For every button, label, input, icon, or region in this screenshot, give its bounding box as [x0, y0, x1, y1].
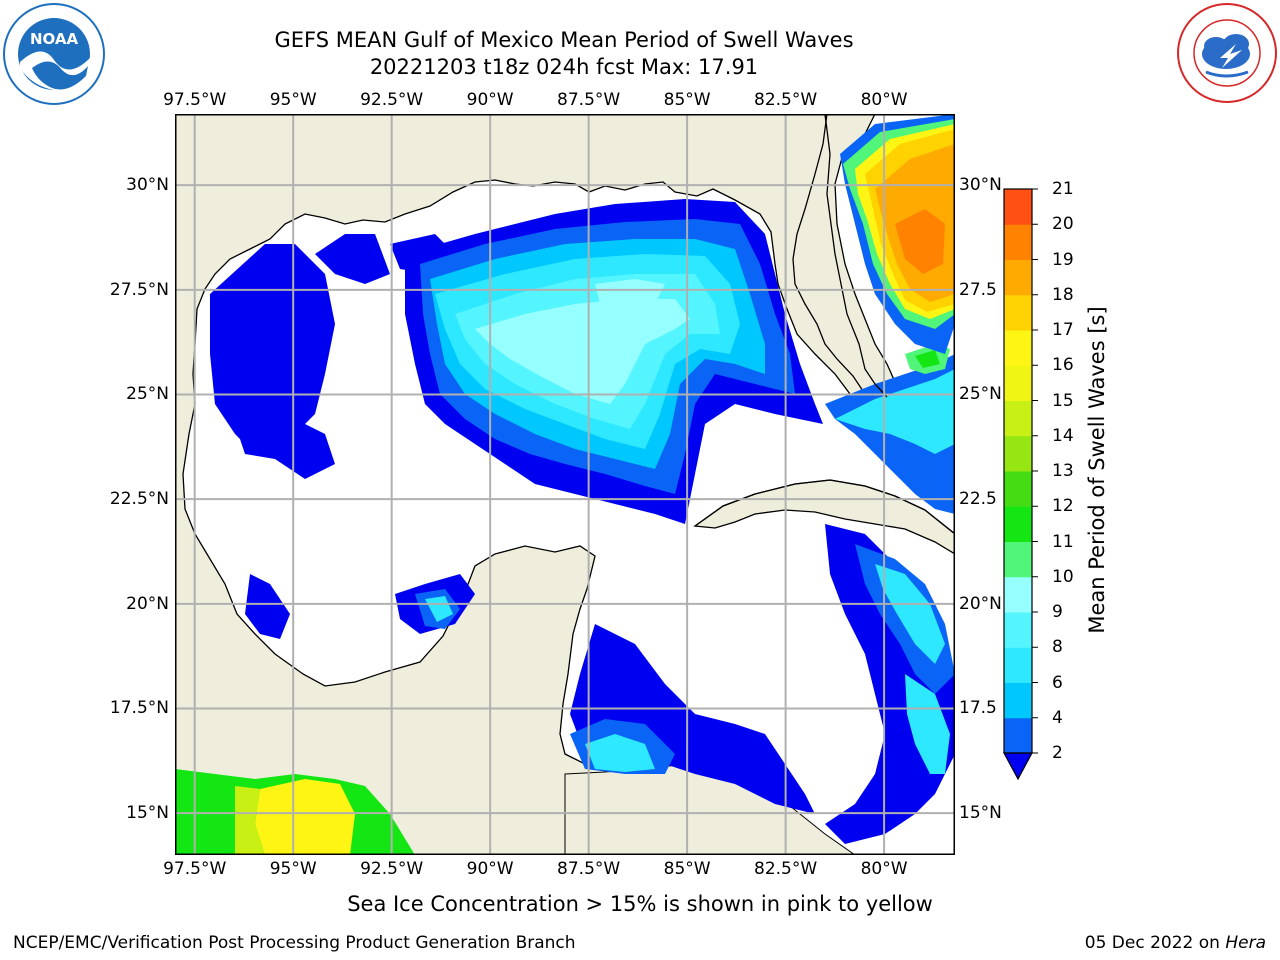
longitude-label: 90°W — [466, 859, 514, 879]
longitude-label: 97.5°W — [163, 90, 227, 110]
colorbar-segment — [1004, 682, 1032, 719]
longitude-label: 82.5°W — [754, 859, 818, 879]
footer-machine: Hera — [1225, 933, 1266, 953]
colorbar-segment — [1004, 330, 1032, 366]
map-subtitle: 20221203 t18z 024h fcst Max: 17.91 — [369, 55, 759, 79]
colorbar-tick-label: 16 — [1052, 355, 1074, 376]
colorbar-tick-label: 19 — [1052, 249, 1074, 270]
latitude-label-right: 25°N — [959, 384, 1002, 405]
latitude-label-left: 22.5°N — [109, 489, 169, 510]
lat-lon-gridlines — [175, 114, 955, 855]
latitude-label-left: 17.5°N — [109, 698, 169, 719]
colorbar — [1002, 188, 1038, 781]
colorbar-segment — [1004, 576, 1032, 613]
latitude-label-right: 15°N — [959, 803, 1002, 824]
latitude-label-right: 17.5 — [959, 698, 997, 719]
latitude-label-left: 20°N — [126, 593, 169, 614]
colorbar-label: Mean Period of Swell Waves [s] — [1085, 306, 1109, 634]
colorbar-segment — [1004, 400, 1032, 437]
colorbar-segment — [1004, 224, 1032, 260]
colorbar-tick-label: 6 — [1052, 672, 1063, 693]
longitude-label: 92.5°W — [360, 90, 424, 110]
footer-credit: NCEP/EMC/Verification Post Processing Pr… — [13, 933, 576, 953]
colorbar-segment — [1004, 259, 1032, 296]
latitude-label-right: 27.5 — [959, 279, 997, 300]
longitude-label: 85°W — [663, 859, 711, 879]
latitude-label-left: 27.5°N — [109, 279, 169, 300]
colorbar-tick-label: 9 — [1052, 602, 1063, 622]
footer-date: 05 Dec 2022 on Hera — [1085, 933, 1266, 953]
colorbar-segment — [1004, 612, 1032, 648]
colorbar-segment — [1004, 365, 1032, 401]
colorbar-tick-label: 20 — [1052, 214, 1074, 235]
colorbar-tick-label: 4 — [1052, 707, 1063, 728]
colorbar-segment — [1004, 189, 1032, 225]
longitude-label: 82.5°W — [754, 90, 818, 110]
colorbar-segment — [1004, 294, 1032, 331]
colorbar-tick-label: 8 — [1052, 637, 1063, 658]
nws-logo-icon — [1177, 3, 1277, 103]
colorbar-tick-label: 11 — [1052, 531, 1074, 552]
longitude-label: 80°W — [860, 90, 908, 110]
colorbar-tick-label: 17 — [1052, 320, 1074, 340]
longitude-label: 87.5°W — [557, 90, 621, 110]
longitude-label: 95°W — [269, 859, 317, 879]
colorbar-tick-label: 10 — [1052, 566, 1074, 587]
longitude-label: 95°W — [269, 90, 317, 110]
latitude-label-left: 15°N — [126, 803, 169, 824]
colorbar-tick-label: 21 — [1052, 179, 1074, 199]
colorbar-segment — [1004, 647, 1032, 683]
colorbar-segment — [1004, 717, 1032, 754]
colorbar-tick-label: 15 — [1052, 390, 1074, 411]
latitude-label-right: 20°N — [959, 593, 1002, 614]
swell-period-field — [210, 114, 955, 844]
map-panel — [175, 114, 955, 855]
footer-date-text: 05 Dec 2022 on — [1084, 933, 1226, 953]
colorbar-segment — [1004, 435, 1032, 472]
longitude-label: 90°W — [466, 90, 514, 110]
colorbar-tick-label: 18 — [1052, 284, 1074, 305]
longitude-label: 87.5°W — [557, 859, 621, 879]
colorbar-tick-label: 12 — [1052, 496, 1074, 517]
noaa-logo-icon: NOAA — [3, 3, 105, 105]
longitude-label: 85°W — [663, 90, 711, 110]
noaa-logo-text: NOAA — [30, 30, 79, 48]
latitude-label-left: 30°N — [126, 175, 169, 196]
colorbar-segment — [1004, 541, 1032, 578]
colorbar-segment — [1004, 471, 1032, 507]
latitude-label-left: 25°N — [126, 384, 169, 405]
sea-ice-note: Sea Ice Concentration > 15% is shown in … — [347, 892, 933, 916]
colorbar-tick-label: 2 — [1052, 743, 1063, 763]
coastline — [694, 114, 955, 535]
longitude-label: 92.5°W — [360, 859, 424, 879]
colorbar-under-arrow — [1002, 752, 1034, 781]
longitude-label: 80°W — [860, 859, 908, 879]
colorbar-tick-label: 14 — [1052, 425, 1074, 446]
colorbar-tick-label: 13 — [1052, 461, 1074, 481]
latitude-label-right: 30°N — [959, 175, 1002, 196]
latitude-label-right: 22.5 — [959, 489, 997, 510]
longitude-label: 97.5°W — [163, 859, 227, 879]
colorbar-segment — [1004, 506, 1032, 542]
map-title: GEFS MEAN Gulf of Mexico Mean Period of … — [274, 28, 854, 52]
